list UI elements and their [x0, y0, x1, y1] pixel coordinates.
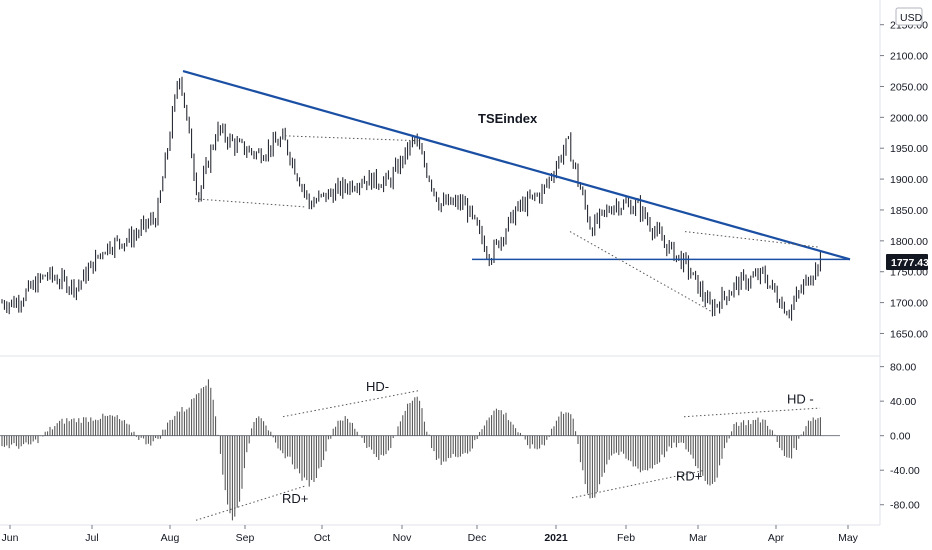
- xtick-label: 2021: [544, 532, 568, 544]
- xtick-label: Sep: [236, 532, 255, 544]
- osc-annotation-label: RD+: [282, 491, 308, 506]
- osc-divergence-line: [571, 469, 706, 499]
- price-candles: [1, 76, 821, 321]
- price-ytick-label: 2000.00: [890, 112, 928, 124]
- osc-ytick-label: 80.00: [890, 362, 916, 374]
- price-ytick-label: 1900.00: [890, 174, 928, 186]
- osc-ytick-label: 40.00: [890, 396, 916, 408]
- price-ytick-label: 2100.00: [890, 51, 928, 63]
- osc-ytick-label: -40.00: [890, 465, 920, 477]
- osc-divergence-line: [282, 390, 419, 418]
- price-ytick-label: 2050.00: [890, 81, 928, 93]
- osc-ytick-label: -80.00: [890, 500, 920, 512]
- currency-badge: USD: [895, 7, 923, 26]
- chart-title: TSEindex: [478, 111, 538, 126]
- xtick-label: Aug: [161, 532, 180, 544]
- osc-ytick-label: 0.00: [890, 431, 911, 443]
- last-price-label: 1777.43: [891, 257, 929, 269]
- xtick-label: Jun: [2, 532, 19, 544]
- price-ytick-label: 1650.00: [890, 328, 928, 340]
- divergence-line: [284, 135, 421, 142]
- xtick-label: Mar: [689, 532, 708, 544]
- osc-annotation-label: HD-: [366, 379, 389, 394]
- xtick-label: Nov: [393, 532, 412, 544]
- trend-annotations: HD- RD+ RD+ HD -: [182, 69, 851, 521]
- last-price-badge: 1777.43: [886, 254, 929, 270]
- price-ytick-label: 1950.00: [890, 143, 928, 155]
- trendline: [182, 69, 851, 261]
- xtick-label: Apr: [768, 532, 785, 544]
- xtick-label: Dec: [468, 532, 487, 544]
- xtick-label: Feb: [617, 532, 635, 544]
- price-ytick-label: 1800.00: [890, 236, 928, 248]
- divergence-line: [194, 198, 306, 208]
- osc-divergence-line: [195, 485, 307, 521]
- osc-annotation-label: HD -: [787, 392, 814, 407]
- price-ytick-label: 1850.00: [890, 205, 928, 217]
- osc-annotation-label: RD+: [676, 469, 702, 484]
- xtick-label: May: [838, 532, 859, 544]
- currency-label: USD: [900, 12, 923, 24]
- osc-divergence-line: [683, 407, 821, 418]
- xtick-label: Jul: [85, 532, 98, 544]
- price-ytick-label: 1700.00: [890, 298, 928, 310]
- xtick-label: Oct: [314, 532, 330, 544]
- oscillator-histogram: [1, 379, 821, 521]
